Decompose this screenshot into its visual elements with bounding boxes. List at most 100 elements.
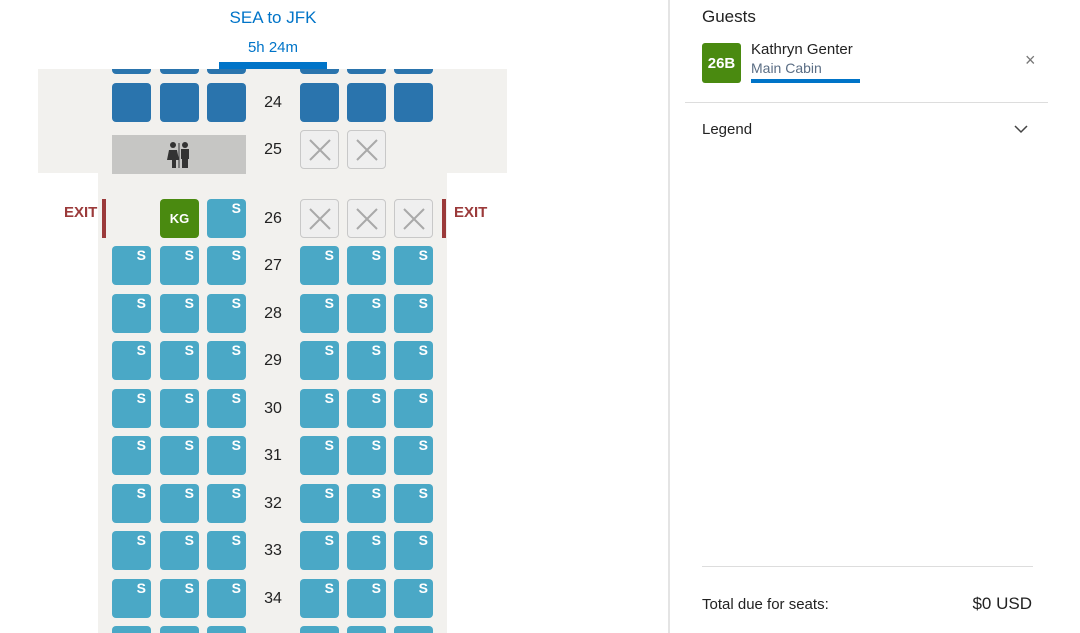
seat-24A[interactable] [112, 83, 151, 122]
seat-29D[interactable]: S [300, 341, 339, 380]
seat-34A[interactable]: S [112, 578, 151, 618]
guest-name[interactable]: Kathryn Genter [751, 41, 853, 58]
seat-31A[interactable]: S [112, 436, 151, 475]
saver-label: S [371, 247, 381, 263]
seat-29C[interactable]: S [207, 341, 246, 380]
seat-34F[interactable]: S [394, 578, 433, 618]
saver-label: S [136, 579, 146, 596]
seat-31C[interactable]: S [207, 436, 246, 475]
seat-30D[interactable]: S [300, 388, 339, 428]
remove-seat-close-icon[interactable]: × [1025, 50, 1036, 70]
seat-34B[interactable]: S [160, 578, 199, 618]
saver-label: S [371, 532, 381, 548]
seat-24E[interactable] [347, 83, 386, 122]
seat-29E[interactable]: S [347, 341, 386, 380]
seat-32D[interactable]: S [300, 483, 339, 523]
saver-label: S [231, 389, 241, 406]
chevron-down-icon[interactable] [1014, 124, 1028, 134]
seat-23C[interactable] [207, 69, 246, 74]
seat-35E[interactable] [347, 626, 386, 633]
saver-label: S [184, 437, 194, 453]
seat-27C[interactable]: S [207, 246, 246, 285]
exit-marker-right [442, 199, 446, 238]
seat-32C[interactable]: S [207, 483, 246, 523]
seat-24F[interactable] [394, 83, 433, 122]
saver-label: S [324, 342, 334, 358]
seat-35D[interactable] [300, 626, 339, 633]
guest-seat-badge: 26B [702, 43, 741, 83]
seat-27E[interactable]: S [347, 246, 386, 285]
total-value: $0 USD [972, 594, 1032, 613]
seat-31B[interactable]: S [160, 436, 199, 475]
route-title: SEA to JFK [229, 8, 317, 27]
seat-31E[interactable]: S [347, 436, 386, 475]
row-number: 33 [264, 542, 282, 559]
seat-27F[interactable]: S [394, 246, 433, 285]
seat-30B[interactable]: S [160, 388, 199, 428]
guest-panel: Guests 26B Kathryn Genter Main Cabin × L… [670, 0, 1080, 633]
seat-27B[interactable]: S [160, 246, 199, 285]
seat-28A[interactable]: S [112, 293, 151, 333]
seat-30E[interactable]: S [347, 388, 386, 428]
saver-label: S [418, 484, 428, 501]
seat-24D[interactable] [300, 83, 339, 122]
saver-label: S [324, 484, 334, 501]
seat-35A[interactable] [112, 626, 151, 633]
seat-29B[interactable]: S [160, 341, 199, 380]
seat-23B[interactable] [160, 69, 199, 74]
seat-28F[interactable]: S [394, 293, 433, 333]
seat-27D[interactable]: S [300, 246, 339, 285]
seat-28B[interactable]: S [160, 293, 199, 333]
seat-33B[interactable]: S [160, 531, 199, 570]
seat-29A[interactable]: S [112, 341, 151, 380]
seat-30F[interactable]: S [394, 388, 433, 428]
seat-35C[interactable] [207, 626, 246, 633]
seat-35F[interactable] [394, 626, 433, 633]
seat-map-area: SEA to JFK 5h 24m 24 25 26 KG S EXIT EXIT 27 S S S… [38, 8, 507, 633]
seat-33D[interactable]: S [300, 531, 339, 570]
seat-29F[interactable]: S [394, 341, 433, 380]
seat-24B[interactable] [160, 83, 199, 122]
seat-28D[interactable]: S [300, 293, 339, 333]
seat-34C[interactable]: S [207, 578, 246, 618]
seat-32A[interactable]: S [112, 483, 151, 523]
saver-label: S [418, 532, 428, 548]
unavailable-x-icon [356, 208, 378, 230]
seat-23E[interactable] [347, 69, 386, 74]
saver-label: S [231, 342, 241, 358]
flight-duration-tab[interactable]: 5h 24m [247, 39, 299, 56]
seat-28E[interactable]: S [347, 293, 386, 333]
saver-label: S [324, 294, 334, 311]
row-number: 29 [264, 352, 282, 369]
seat-33C[interactable]: S [207, 531, 246, 570]
seat-32F[interactable]: S [394, 483, 433, 523]
exit-label-right: EXIT [454, 204, 488, 221]
seat-27A[interactable]: S [112, 246, 151, 285]
seat-33A[interactable]: S [112, 531, 151, 570]
guests-heading: Guests [702, 7, 756, 26]
seat-26C[interactable]: S [207, 199, 246, 238]
seat-30C[interactable]: S [207, 388, 246, 428]
seat-32B[interactable]: S [160, 483, 199, 523]
unavailable-x-icon [403, 208, 425, 230]
saver-label: S [136, 247, 146, 263]
seat-24C[interactable] [207, 83, 246, 122]
saver-label: S [371, 389, 381, 406]
legend-toggle[interactable]: Legend [702, 121, 753, 138]
seat-23D[interactable] [300, 69, 339, 74]
seat-28C[interactable]: S [207, 293, 246, 333]
seat-30A[interactable]: S [112, 388, 151, 428]
seat-33F[interactable]: S [394, 531, 433, 570]
saver-label: S [418, 437, 428, 453]
seat-26B[interactable]: KG [160, 199, 199, 238]
seat-31F[interactable]: S [394, 436, 433, 475]
seat-32E[interactable]: S [347, 483, 386, 523]
seat-34D[interactable]: S [300, 578, 339, 618]
seat-34E[interactable]: S [347, 578, 386, 618]
seat-23F[interactable] [394, 69, 433, 74]
seat-33E[interactable]: S [347, 531, 386, 570]
saver-label: S [136, 389, 146, 406]
seat-23A[interactable] [112, 69, 151, 74]
seat-35B[interactable] [160, 626, 199, 633]
seat-31D[interactable]: S [300, 436, 339, 475]
